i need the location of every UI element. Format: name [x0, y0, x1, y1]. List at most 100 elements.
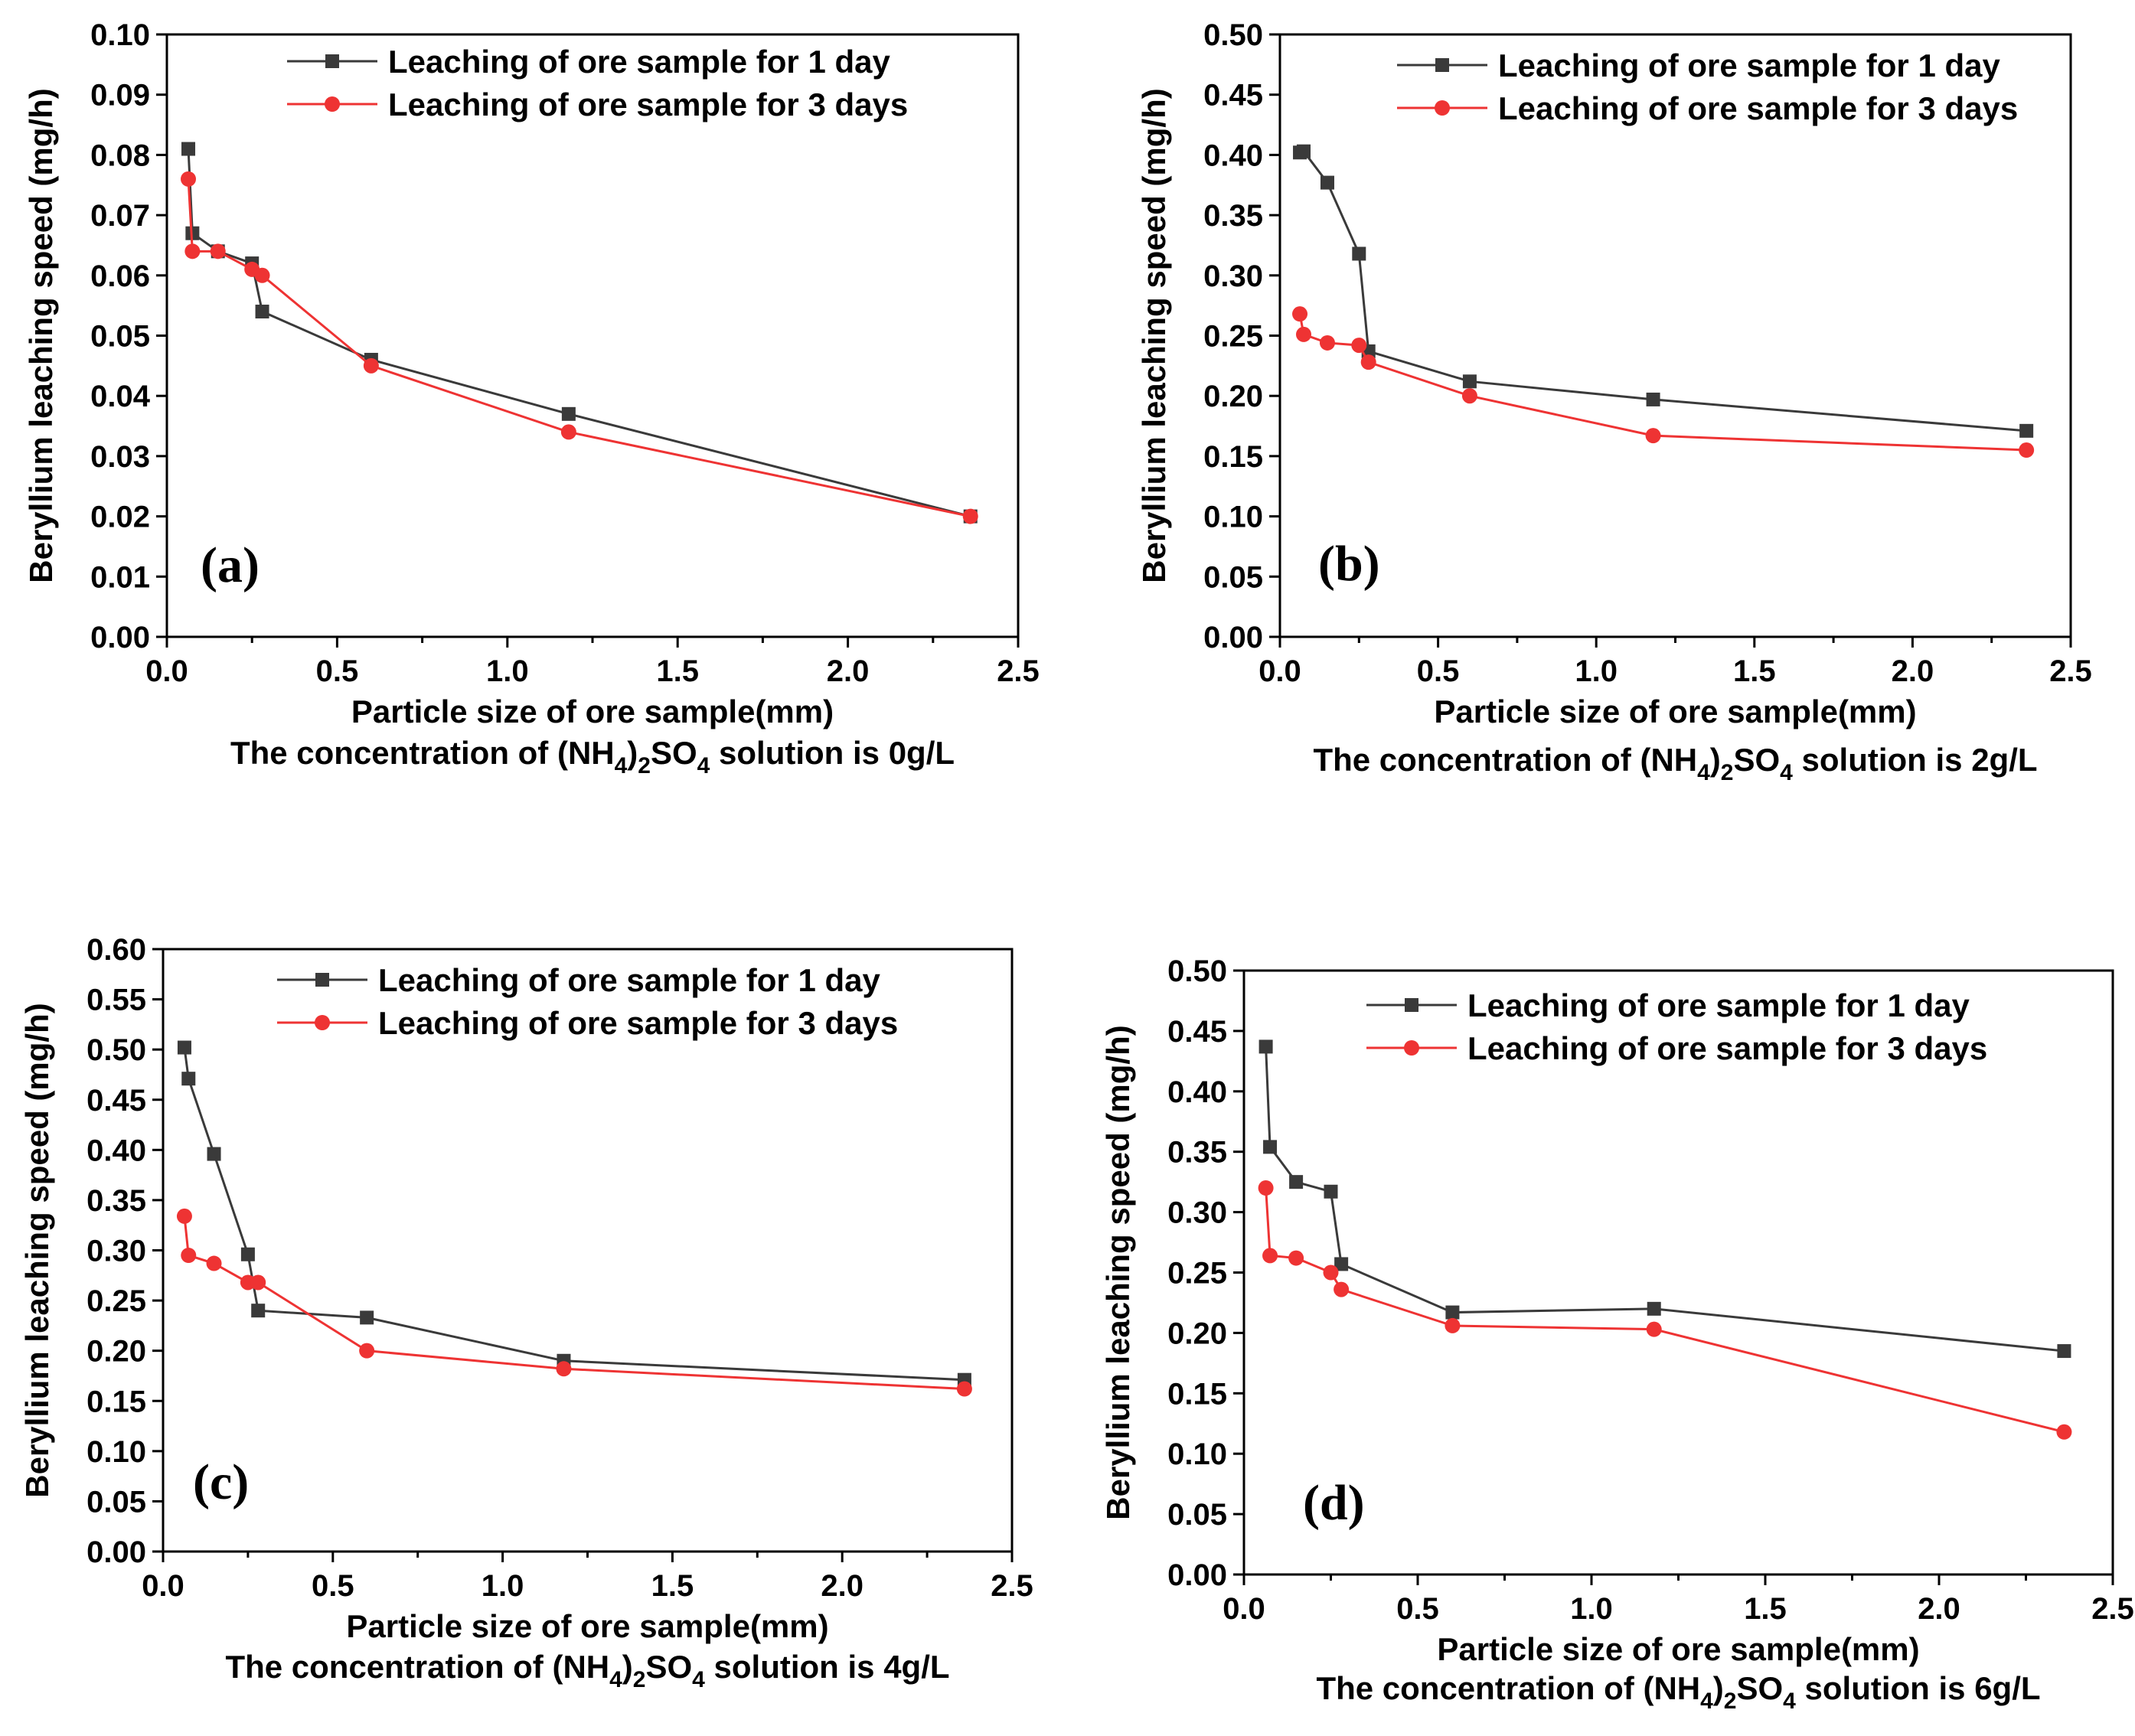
y-tick-label: 0.02 [90, 501, 150, 534]
legend-marker [315, 973, 329, 987]
data-point [1289, 1175, 1304, 1189]
data-point [1262, 1248, 1278, 1264]
y-tick-label: 0.45 [87, 1084, 146, 1118]
panel-label: (b) [1318, 536, 1380, 592]
data-point [560, 424, 576, 440]
x-tick-label: 2.0 [1918, 1592, 1960, 1626]
series-line-1-day [1299, 149, 2027, 432]
y-tick-label: 0.35 [1203, 199, 1263, 233]
data-point [1360, 354, 1376, 370]
x-tick-label: 1.0 [1575, 654, 1618, 688]
legend-marker [325, 54, 339, 68]
data-point [1323, 1264, 1339, 1281]
panel-label: (d) [1303, 1475, 1365, 1531]
data-point [1258, 1039, 1273, 1054]
legend-marker [1404, 1040, 1419, 1056]
y-axis-title: Beryllium leaching speed (mg/h) [23, 88, 59, 582]
data-point [1645, 428, 1661, 444]
data-point [1288, 1250, 1304, 1266]
legend-marker [1435, 58, 1449, 72]
x-tick-label: 1.5 [1733, 654, 1776, 688]
x-tick-label: 2.0 [827, 654, 870, 688]
y-tick-label: 0.10 [87, 1435, 146, 1469]
caption-text: ) [1713, 1670, 1724, 1706]
y-tick-label: 0.25 [1203, 320, 1263, 354]
x-axis-title: Particle size of ore sample(mm) [351, 693, 834, 729]
y-tick-label: 0.30 [1167, 1196, 1227, 1230]
data-point [962, 508, 978, 524]
x-tick-label: 0.5 [1417, 654, 1460, 688]
data-point [1263, 1140, 1278, 1154]
caption-subscript: 4 [692, 1667, 705, 1692]
legend-label: Leaching of ore sample for 1 day [378, 962, 880, 998]
y-axis-title: Beryllium leaching speed (mg/h) [1136, 88, 1172, 582]
y-tick-label: 0.30 [87, 1235, 146, 1268]
x-tick-label: 0.0 [1258, 654, 1301, 688]
x-tick-label: 1.5 [1744, 1592, 1787, 1626]
data-point [251, 1304, 266, 1318]
data-point [254, 267, 270, 283]
data-point [1319, 334, 1335, 351]
caption-text: ) [627, 735, 638, 771]
x-tick-label: 1.0 [482, 1569, 524, 1603]
x-tick-label: 2.0 [821, 1569, 863, 1603]
caption-text: ) [1710, 742, 1721, 778]
caption-text: ) [622, 1649, 633, 1685]
data-point [1351, 338, 1367, 354]
data-point [207, 1147, 221, 1161]
y-tick-label: 0.10 [90, 18, 150, 52]
data-point [1646, 392, 1660, 406]
x-tick-label: 0.0 [142, 1569, 184, 1603]
series-line-1-day [1265, 1046, 2065, 1353]
caption-subscript: 4 [615, 753, 628, 778]
y-tick-label: 0.07 [90, 199, 150, 233]
x-tick-label: 2.0 [1892, 654, 1934, 688]
data-point [2056, 1424, 2072, 1440]
caption-subscript: 2 [638, 753, 651, 778]
data-point [240, 1247, 255, 1261]
x-tick-label: 1.5 [656, 654, 699, 688]
y-tick-label: 0.40 [1203, 139, 1263, 172]
y-tick-label: 0.35 [87, 1184, 146, 1218]
caption-subscript: 4 [1780, 760, 1793, 785]
y-axis-title: Beryllium leaching speed (mg/h) [1100, 1025, 1136, 1519]
y-tick-label: 0.00 [1203, 621, 1263, 654]
data-point [255, 305, 269, 319]
y-tick-label: 0.30 [1203, 259, 1263, 293]
y-tick-label: 0.00 [87, 1535, 146, 1569]
y-tick-label: 0.50 [1203, 18, 1263, 52]
caption-text: SO [651, 735, 697, 771]
caption-subscript: 4 [1697, 760, 1710, 785]
data-point [177, 1040, 191, 1055]
x-tick-label: 1.0 [486, 654, 529, 688]
y-tick-label: 0.15 [1203, 440, 1263, 474]
data-point [206, 1255, 222, 1271]
data-point [181, 142, 196, 156]
y-tick-label: 0.40 [1167, 1075, 1227, 1109]
caption-subscript: 4 [1783, 1689, 1796, 1714]
y-tick-label: 0.20 [87, 1335, 146, 1369]
data-point [1334, 1281, 1350, 1297]
y-tick-label: 0.00 [1167, 1558, 1227, 1592]
data-point [556, 1361, 572, 1377]
x-tick-label: 2.5 [2049, 654, 2092, 688]
y-tick-label: 0.06 [90, 259, 150, 293]
chart-panel-b: 0.0 0.5 1.0 1.5 2.0 2.5 0.00 0.05 0.10 0.15 0.20 0.… [1136, 18, 2092, 785]
x-tick-label: 2.5 [2091, 1592, 2134, 1626]
legend-label: Leaching of ore sample for 1 day [1498, 47, 2000, 83]
series-line-1-day [183, 1047, 965, 1382]
data-point [359, 1343, 375, 1359]
chart-panel-c: 0.0 0.5 1.0 1.5 2.0 2.5 0.00 0.05 0.10 0.15 0.20 0.… [19, 933, 1033, 1692]
y-tick-label: 0.20 [1167, 1317, 1227, 1350]
x-tick-label: 1.5 [651, 1569, 694, 1603]
x-tick-label: 0.5 [316, 654, 359, 688]
x-tick-label: 0.0 [145, 654, 188, 688]
data-point [181, 1248, 197, 1264]
caption-subscript: 2 [633, 1667, 646, 1692]
chart-panel-d: 0.0 0.5 1.0 1.5 2.0 2.5 0.00 0.05 0.10 0.15 0.20 0.… [1100, 954, 2134, 1714]
y-tick-label: 0.15 [1167, 1377, 1227, 1411]
caption-subscript: 4 [1700, 1689, 1713, 1714]
x-axis-title: Particle size of ore sample(mm) [346, 1608, 828, 1644]
panel-label: (c) [193, 1454, 249, 1510]
caption-text: solution is 2g/L [1793, 742, 2038, 778]
